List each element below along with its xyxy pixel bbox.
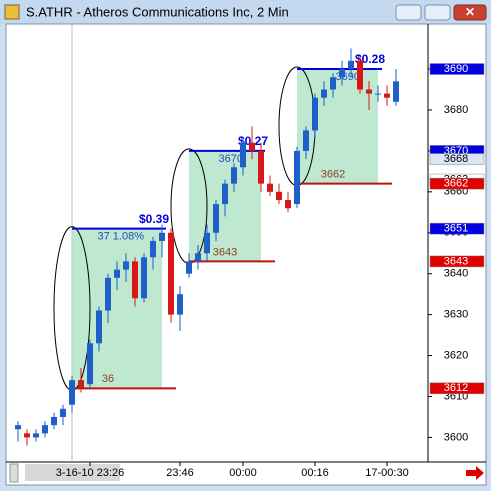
- candle-body: [114, 269, 120, 278]
- price-marker-label: 3690: [444, 63, 468, 75]
- close-button[interactable]: [453, 4, 487, 21]
- candle-body: [168, 232, 174, 315]
- price-marker: [429, 255, 485, 268]
- candle-body: [24, 433, 30, 438]
- price-marker-label: 3612: [444, 382, 468, 394]
- price-marker-label: 3668: [444, 153, 468, 165]
- candle-body: [213, 204, 219, 233]
- candle-body: [177, 294, 183, 315]
- candle-body: [258, 150, 264, 184]
- candle-body: [312, 97, 318, 131]
- candle-body: [15, 425, 21, 430]
- scroll-arrow[interactable]: [466, 466, 484, 480]
- candle-body: [69, 380, 75, 405]
- price-marker: [429, 63, 485, 75]
- candle-body: [330, 77, 336, 90]
- candle-body: [321, 89, 327, 98]
- maximize-button[interactable]: [424, 4, 451, 21]
- candle-body: [240, 142, 246, 168]
- gain-label: $0.39: [139, 212, 169, 226]
- candle-body: [231, 167, 237, 184]
- candle-body: [78, 380, 84, 389]
- candle-body: [393, 81, 399, 102]
- price-marker: [429, 222, 485, 235]
- x-tick-label: 00:00: [229, 467, 257, 479]
- candle-body: [276, 191, 282, 201]
- stop-label: 36: [102, 373, 114, 385]
- stop-label: 3662: [321, 169, 345, 181]
- candle-body: [285, 200, 291, 209]
- candle-body: [267, 183, 273, 192]
- candle-body: [141, 257, 147, 299]
- candle-body: [150, 240, 156, 258]
- price-marker: [429, 177, 485, 190]
- entry-label: 3670: [219, 153, 243, 165]
- entry-label: 37 1.08%: [98, 231, 145, 243]
- candle-body: [339, 69, 345, 78]
- y-tick-label: 3600: [444, 431, 468, 443]
- candle-body: [348, 60, 354, 70]
- window-title: S.ATHR - Atheros Communications Inc, 2 M…: [26, 4, 289, 19]
- candle-body: [195, 253, 201, 262]
- candle-body: [384, 93, 390, 98]
- candle-body: [87, 343, 93, 385]
- price-marker: [429, 382, 485, 395]
- candle-body: [204, 232, 210, 254]
- price-marker-label: 3662: [444, 178, 468, 190]
- x-tick-label: 23:46: [166, 467, 194, 479]
- setup-zone: [297, 69, 378, 184]
- candle-body: [159, 232, 165, 241]
- candle-body: [249, 142, 255, 151]
- candle-body: [132, 261, 138, 299]
- y-tick-label: 3620: [444, 349, 468, 361]
- candle-body: [186, 261, 192, 274]
- y-tick-label: 3630: [444, 309, 468, 321]
- y-tick-label: 3640: [444, 268, 468, 280]
- x-tick-label: 17-00:30: [365, 467, 408, 479]
- scroll-handle[interactable]: [9, 463, 19, 483]
- candle-body: [222, 183, 228, 205]
- cursor-label-box: [25, 464, 120, 481]
- price-marker: [429, 153, 485, 165]
- candle-body: [123, 261, 129, 270]
- candle-body: [96, 310, 102, 344]
- price-marker-label: 3651: [444, 223, 468, 235]
- price-marker-label: 3643: [444, 255, 468, 267]
- x-tick-label: 00:16: [301, 467, 329, 479]
- stop-label: 3643: [213, 246, 237, 258]
- minimize-button[interactable]: [395, 4, 422, 21]
- candle-body: [303, 130, 309, 151]
- candle-body: [366, 89, 372, 94]
- x-tick-label: 3-16-10 23:26: [56, 467, 125, 479]
- candle-body: [42, 425, 48, 434]
- candle-body: [357, 60, 363, 90]
- candle-body: [60, 408, 66, 417]
- candle-body: [294, 150, 300, 205]
- candle-body: [375, 93, 381, 95]
- y-tick-label: 3680: [444, 104, 468, 116]
- app-icon: [4, 4, 20, 20]
- candle-body: [105, 277, 111, 311]
- close-icon: ✕: [465, 5, 475, 19]
- candle-body: [51, 416, 57, 426]
- candle-body: [33, 433, 39, 438]
